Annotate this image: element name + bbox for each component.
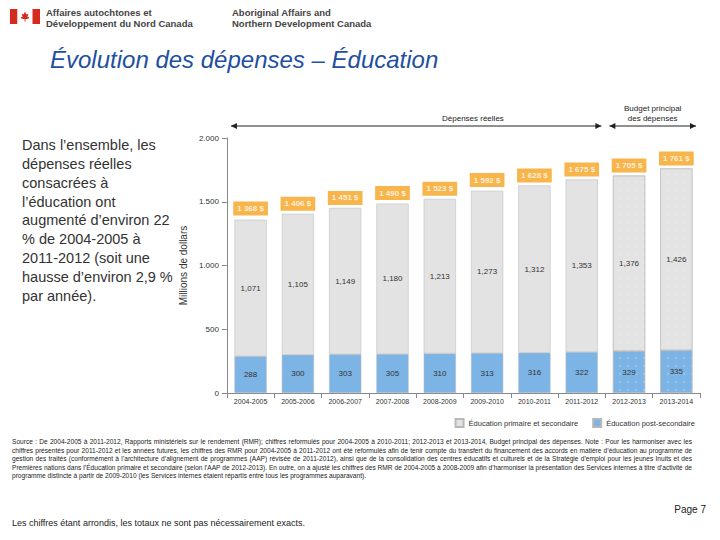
svg-text:335: 335 <box>670 367 684 376</box>
html-text:Dans l’ensemble, les dépenses: Dans l’ensemble, les dépenses réelles co… <box>22 137 173 304</box>
svg-text:305: 305 <box>386 369 400 378</box>
svg-text:Budget principal: Budget principal <box>624 104 682 113</box>
svg-text:1 705 $: 1 705 $ <box>616 161 643 170</box>
svg-text:500: 500 <box>206 325 220 334</box>
svg-text:1 490 $: 1 490 $ <box>379 189 406 198</box>
svg-text:303: 303 <box>339 369 353 378</box>
svg-text:288: 288 <box>244 370 258 379</box>
html-text:Northern Development Canada: Northern Development Canada <box>232 18 372 30</box>
html-text:Aboriginal Affairs and: Aboriginal Affairs and <box>232 7 331 18</box>
html-text:Développement du Nord Canada: Développement du Nord Canada <box>46 18 193 30</box>
svg-text:1,376: 1,376 <box>619 259 640 268</box>
svg-text:1,312: 1,312 <box>524 265 545 274</box>
svg-text:Éducation post-secondaire: Éducation post-secondaire <box>606 419 695 428</box>
svg-text:1,273: 1,273 <box>477 267 498 276</box>
svg-text:329: 329 <box>622 368 636 377</box>
svg-text:300: 300 <box>291 369 305 378</box>
html-text:Les chiffres étant arrondis, l: Les chiffres étant arrondis, les totaux … <box>12 518 305 528</box>
svg-text:2007-2008: 2007-2008 <box>376 398 410 405</box>
svg-text:1 592 $: 1 592 $ <box>474 176 501 185</box>
svg-text:313: 313 <box>480 369 494 378</box>
svg-text:2005-2006: 2005-2006 <box>281 398 315 405</box>
svg-text:1,071: 1,071 <box>241 284 262 293</box>
svg-text:1,105: 1,105 <box>288 280 309 289</box>
svg-text:1,180: 1,180 <box>382 274 403 283</box>
svg-text:2010-2011: 2010-2011 <box>518 398 551 405</box>
svg-text:2004-2005: 2004-2005 <box>234 398 268 405</box>
svg-text:1 368 $: 1 368 $ <box>237 204 264 213</box>
svg-text:2012-2013: 2012-2013 <box>612 398 646 405</box>
svg-text:1,149: 1,149 <box>335 277 356 286</box>
svg-text:1 628 $: 1 628 $ <box>521 171 548 180</box>
html-text:Source : De 2004-2005 à 2011-2: Source : De 2004-2005 à 2011-2012, Rappo… <box>12 438 692 480</box>
html-text:Page 7: Page 7 <box>674 504 706 515</box>
svg-text:2.000: 2.000 <box>199 134 220 143</box>
svg-text:0: 0 <box>214 389 219 398</box>
svg-text:310: 310 <box>433 369 447 378</box>
svg-text:1,213: 1,213 <box>430 272 451 281</box>
svg-text:2006-2007: 2006-2007 <box>328 398 362 405</box>
svg-text:1,353: 1,353 <box>572 261 593 270</box>
svg-text:1 451 $: 1 451 $ <box>332 193 359 202</box>
html-text:Affaires autochtones et: Affaires autochtones et <box>46 7 152 18</box>
svg-text:1 761 $: 1 761 $ <box>663 154 690 163</box>
svg-text:Millions de dollars: Millions de dollars <box>178 226 189 305</box>
html-text:Évolution des dépenses – Éduca: Évolution des dépenses – Éducation <box>50 46 439 73</box>
svg-text:1.500: 1.500 <box>199 197 220 206</box>
svg-text:1 406 $: 1 406 $ <box>285 199 312 208</box>
svg-text:316: 316 <box>528 368 542 377</box>
svg-text:2008-2009: 2008-2009 <box>423 398 457 405</box>
svg-text:Dépenses réelles: Dépenses réelles <box>442 114 504 123</box>
svg-text:1,426: 1,426 <box>666 255 687 264</box>
svg-text:Éducation primaire et secondai: Éducation primaire et secondaire <box>469 419 579 428</box>
svg-text:2009-2010: 2009-2010 <box>470 398 504 405</box>
svg-text:2011-2012: 2011-2012 <box>565 398 598 405</box>
svg-text:1 675 $: 1 675 $ <box>568 165 595 174</box>
svg-text:322: 322 <box>575 368 589 377</box>
svg-text:1.000: 1.000 <box>199 261 220 270</box>
svg-text:2013-2014: 2013-2014 <box>660 398 694 405</box>
svg-text:1 523 $: 1 523 $ <box>426 184 453 193</box>
svg-text:des dépenses: des dépenses <box>628 114 678 123</box>
